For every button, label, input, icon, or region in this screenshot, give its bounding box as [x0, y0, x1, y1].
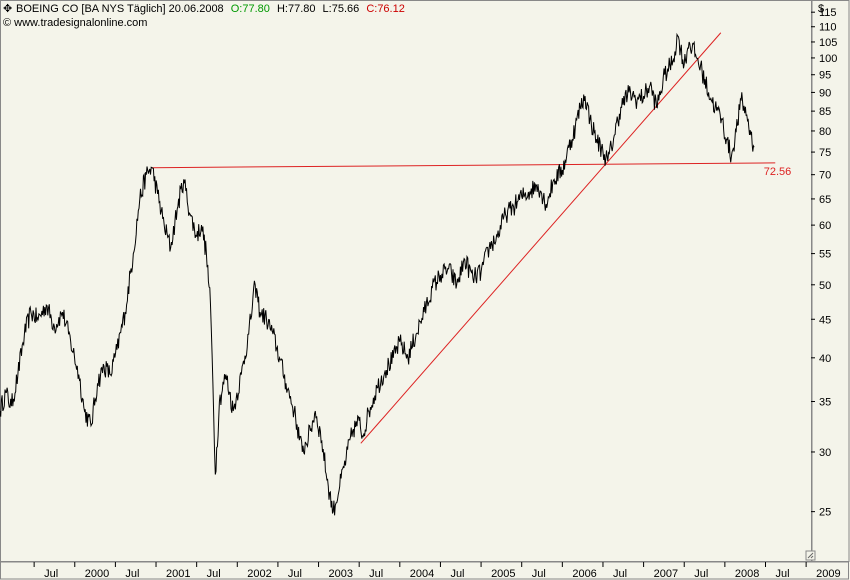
x-tick-label: Jul	[207, 568, 221, 580]
header-source-text: www.tradesignalonline.com	[13, 17, 147, 29]
y-axis-panel	[811, 0, 850, 562]
chart-header: ✥ BOEING CO [BA NYS Täglich] 20.06.2008 …	[3, 3, 405, 29]
y-tick-label: 95	[819, 70, 831, 82]
y-tick-label: 30	[819, 447, 831, 459]
y-tick-label: 40	[819, 353, 831, 365]
x-tick-label: Jul	[44, 568, 58, 580]
x-tick-label: Jul	[288, 568, 302, 580]
support-lines	[151, 32, 776, 444]
support-level-label: 72.56	[764, 166, 792, 178]
x-tick-label: 2007	[654, 568, 678, 580]
x-tick-label: 2002	[247, 568, 271, 580]
resize-grip-icon[interactable]	[805, 550, 816, 561]
plot-area	[0, 0, 812, 562]
price-series	[0, 32, 755, 516]
header-line: BOEING CO [BA NYS Täglich] 20.06.2008 O:…	[16, 3, 405, 15]
x-tick-label: 2001	[166, 568, 190, 580]
header-source: © www.tradesignalonline.com	[3, 17, 147, 29]
trend-line	[360, 32, 722, 444]
y-tick-label: 65	[819, 194, 831, 206]
header-high: H:77.80	[277, 3, 316, 15]
y-tick-label: 25	[819, 507, 831, 519]
x-tick-label: 2003	[329, 568, 353, 580]
y-tick-label: 50	[819, 280, 831, 292]
annotations: 72.56	[764, 166, 792, 178]
y-tick-label: 105	[819, 37, 837, 49]
y-tick-label: 80	[819, 126, 831, 138]
header-low: L:75.66	[323, 3, 360, 15]
y-tick-label: 55	[819, 249, 831, 261]
y-tick-label: 100	[819, 53, 837, 65]
y-tick-label: 90	[819, 87, 831, 99]
y-tick-label: 110	[819, 22, 837, 34]
y-tick-label: 85	[819, 106, 831, 118]
trend-line	[151, 162, 776, 169]
y-tick-label: 75	[819, 147, 831, 159]
y-tick-label: 115	[819, 7, 837, 19]
x-tick-label: Jul	[369, 568, 383, 580]
x-tick-label: 2004	[410, 568, 434, 580]
currency-label: $	[818, 3, 824, 15]
x-tick-label: 2006	[572, 568, 596, 580]
y-tick-label: 70	[819, 170, 831, 182]
x-tick-label: Jul	[694, 568, 708, 580]
x-tick-label: Jul	[613, 568, 627, 580]
x-tick-label: Jul	[125, 568, 139, 580]
header-marker: ✥	[3, 3, 12, 15]
header-open: O:77.80	[231, 3, 270, 15]
x-tick-label: 2000	[85, 568, 109, 580]
x-tick-label: Jul	[775, 568, 789, 580]
x-tick-label: 2008	[735, 568, 759, 580]
price-line	[0, 32, 755, 516]
header-instrument: BOEING CO [BA NYS Täglich] 20.06.2008	[16, 3, 224, 15]
x-axis: Jul 2000 Jul 2001 Jul 2002 Jul 2003 Jul 2004 Jul 20…	[33, 562, 841, 580]
y-tick-label: 45	[819, 314, 831, 326]
x-axis-panel	[0, 561, 849, 580]
x-tick-label: Jul	[532, 568, 546, 580]
copyright-icon: ©	[3, 17, 14, 29]
x-tick-label: 2005	[491, 568, 515, 580]
x-tick-label: 2009	[816, 568, 840, 580]
y-tick-label: 35	[819, 397, 831, 409]
header-close: C:76.12	[366, 3, 405, 15]
y-axis: 25 30 35 40 45 50 55 60 65 70 75 80 85 90 95 100 105 110 1…	[811, 7, 837, 519]
y-tick-label: 60	[819, 220, 831, 232]
x-tick-label: Jul	[450, 568, 464, 580]
